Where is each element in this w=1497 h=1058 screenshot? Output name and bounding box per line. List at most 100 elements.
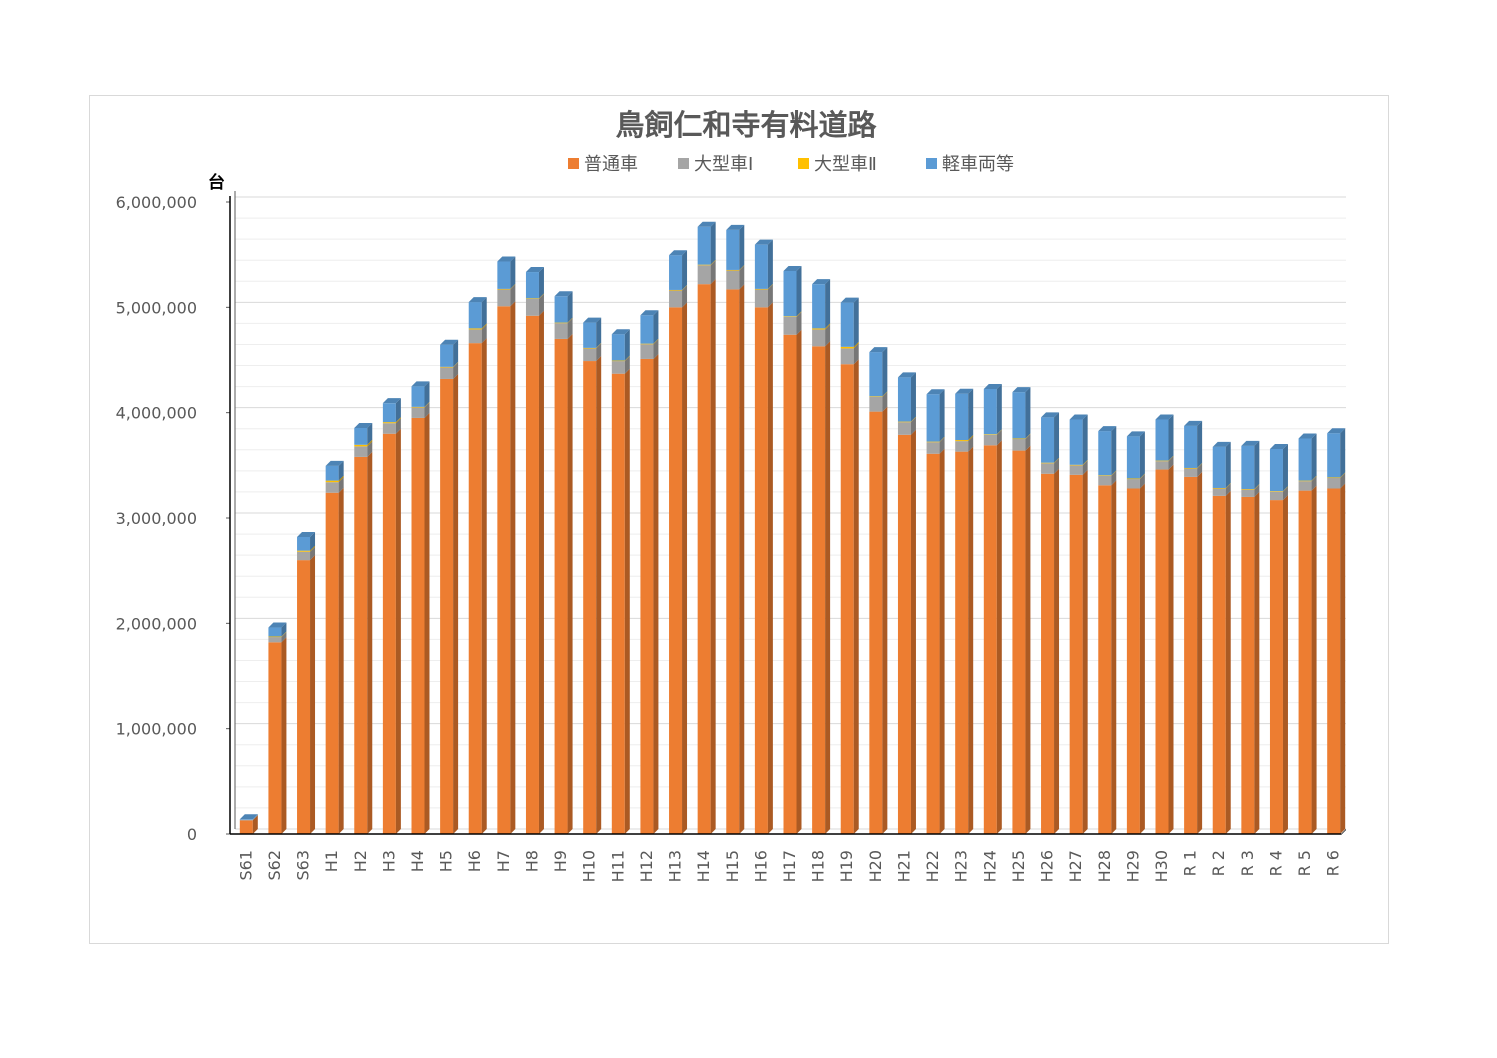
bar-top [1298,433,1317,439]
bar-segment [554,322,568,324]
bar-H16 [754,239,773,834]
bar-segment-side [1340,483,1346,834]
bar-segment [1041,473,1055,834]
bar-segment-side [481,297,487,329]
bar-segment-side [1340,472,1346,489]
x-tick-label: H14 [694,850,713,882]
bar-top [297,531,316,537]
bar-segment [1041,463,1055,474]
bar-H29 [1126,431,1145,834]
bar-segment [325,480,339,483]
bar-segment [783,316,797,335]
bar-segment-side [624,329,630,361]
bar-segment [554,296,568,323]
bar-segment [1098,485,1112,834]
x-tick-label: S62 [265,850,284,881]
bar-segment-side [1311,485,1317,834]
bar-top [1041,412,1060,418]
bar-segment [268,636,282,638]
bar-segment [983,434,997,435]
bar-segment-side [853,343,859,365]
bar-top [440,339,459,345]
bar-segment-side [1054,458,1060,474]
bar-segment [897,422,911,435]
bar-H23 [955,388,974,834]
bar-segment [840,364,854,834]
bar-segment-side [453,373,459,834]
bar-segment-side [310,546,316,561]
bar-segment-side [424,412,430,834]
bar-segment [497,288,511,290]
bar-segment-side [796,329,802,834]
bar-segment [955,451,969,834]
bar-segment [1012,392,1026,439]
bar-segment-side [1254,440,1260,490]
bar-R4 [1269,444,1288,834]
bar-segment [840,302,854,347]
bar-segment [468,343,482,834]
legend-label: 大型車Ⅱ [814,154,877,175]
bar-segment [697,264,711,266]
bar-top [382,398,401,404]
legend: 普通車 大型車Ⅰ 大型車Ⅱ 軽車両等 [568,154,1014,175]
bar-top [468,297,487,303]
bar-segment-side [1254,491,1260,834]
bar-segment [1212,495,1226,834]
bar-segment-side [968,436,974,452]
x-tick-label: H8 [522,850,541,872]
bar-segment-side [653,310,659,344]
bar-segment [1041,462,1055,464]
bar-segment-side [338,487,344,834]
bar-segment-side [252,814,258,821]
bar-H30 [1155,414,1174,834]
bar-top [325,460,344,466]
bar-segment-side [538,293,544,316]
bar-segment-side [395,418,401,434]
bar-top [697,221,716,227]
bar-segment-side [310,545,316,552]
bar-segment [754,244,768,289]
bar-segment [525,298,539,299]
bar-segment [983,388,997,435]
bar-segment [669,289,683,291]
bar-segment-side [710,221,716,265]
bar-top [525,267,544,273]
bar-segment-side [538,267,544,299]
bar-top [1012,387,1031,393]
bar-H28 [1098,426,1117,834]
bar-segment [354,444,368,447]
bar-segment-side [281,622,287,637]
bar-segment [897,421,911,423]
x-tick-label: R 2 [1209,850,1228,876]
bar-top [726,224,745,230]
bar-segment-side [825,341,831,834]
bar-S63 [297,531,316,834]
bar-segment-side [510,301,516,834]
bar-H17 [783,265,802,834]
bar-segment [1098,431,1112,476]
bar-segment-side [996,429,1002,435]
bar-segment-side [1168,414,1174,461]
x-tick-label: H13 [666,850,685,882]
bar-segment-side [739,284,745,835]
y-tick-label: 6,000,000 [116,193,197,212]
bar-segment [640,358,654,834]
bar-segment [640,343,654,345]
bar-segment [926,442,940,454]
bar-segment-side [1225,441,1231,488]
bar-top [926,389,945,395]
bar-segment [726,269,740,271]
x-tick-label: H24 [980,850,999,882]
bar-segment [1327,488,1341,834]
bar-segment-side [624,355,630,362]
bar-segment [726,289,740,835]
stacked-bar-chart: 鳥飼仁和寺有料道路 普通車 大型車Ⅰ 大型車Ⅱ 軽車両等 台 0 1,000,000 2,… [116,108,1346,882]
bar-segment-side [1197,420,1203,468]
y-tick-label: 1,000,000 [116,720,197,739]
bar-segment-side [338,460,344,481]
bar-top [354,422,373,428]
bar-H4 [411,381,430,834]
bar-segment [1041,417,1055,463]
bar-segment-side [1025,434,1031,451]
bar-segment-side [1082,459,1088,466]
